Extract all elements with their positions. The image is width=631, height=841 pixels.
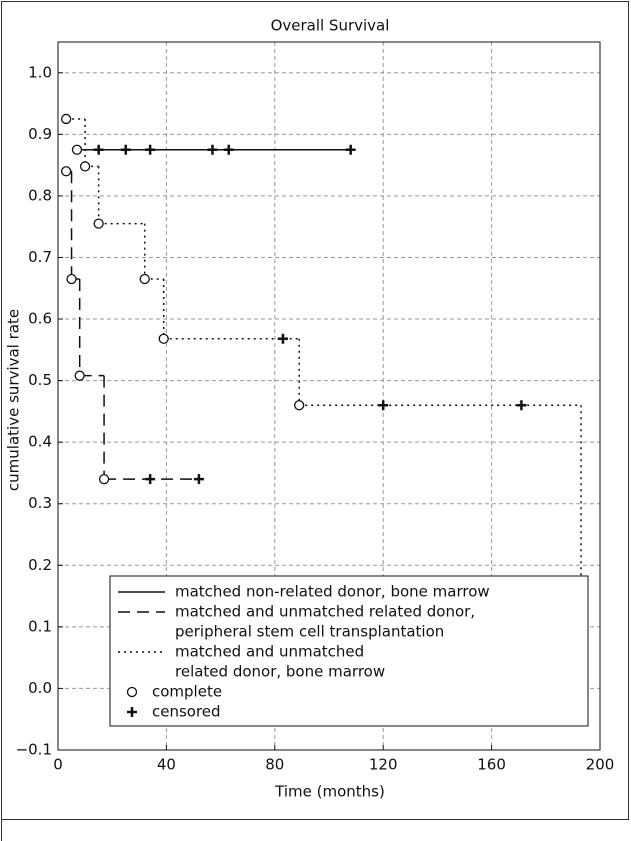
complete-marker bbox=[60, 166, 72, 177]
legend-complete-marker bbox=[126, 686, 138, 698]
complete-marker bbox=[294, 400, 305, 411]
complete-marker bbox=[93, 218, 104, 229]
legend-label: related donor, bone marrow bbox=[175, 663, 385, 681]
x-tick-label: 80 bbox=[265, 756, 284, 774]
y-tick-label: −0.1 bbox=[16, 741, 52, 759]
y-tick-label: 0.1 bbox=[28, 617, 52, 635]
y-tick-label: 0.2 bbox=[28, 556, 52, 574]
legend-label: censored bbox=[152, 703, 221, 721]
y-tick-label: 0.4 bbox=[28, 433, 52, 451]
x-tick-label: 40 bbox=[157, 756, 176, 774]
x-tick-label: 160 bbox=[477, 756, 506, 774]
complete-marker bbox=[60, 113, 72, 125]
legend-label: matched and unmatched bbox=[175, 643, 364, 661]
y-tick-label: 0.9 bbox=[28, 125, 52, 143]
legend-label: matched and unmatched related donor, bbox=[175, 603, 475, 621]
y-tick-label: 0.7 bbox=[28, 248, 52, 266]
complete-marker bbox=[158, 333, 169, 344]
x-tick-label: 0 bbox=[53, 756, 63, 774]
frame bbox=[1, 1, 629, 820]
y-tick-label: 0.0 bbox=[28, 679, 52, 697]
chart-title: Overall Survival bbox=[271, 17, 390, 35]
y-tick-label: 0.5 bbox=[28, 371, 52, 389]
y-tick-label: 0.8 bbox=[28, 186, 52, 204]
y-tick-label: 0.3 bbox=[28, 494, 52, 512]
legend-label: peripheral stem cell transplantation bbox=[175, 623, 444, 641]
legend-label: complete bbox=[152, 683, 222, 701]
complete-marker bbox=[71, 144, 83, 155]
complete-marker bbox=[139, 273, 150, 285]
legend-label: matched non-related donor, bone marrow bbox=[175, 583, 490, 601]
plot-area bbox=[57, 41, 601, 751]
y-tick-label: 1.0 bbox=[28, 63, 52, 81]
y-axis-label: cumulative survival rate bbox=[5, 309, 23, 491]
legend-box bbox=[109, 575, 589, 727]
y-tick-label: 0.6 bbox=[28, 310, 52, 328]
complete-marker bbox=[74, 370, 85, 381]
complete-marker bbox=[66, 273, 77, 285]
x-tick-label: 200 bbox=[586, 756, 615, 774]
x-axis-label: Time (months) bbox=[274, 783, 385, 801]
complete-marker bbox=[79, 161, 91, 172]
x-tick-label: 120 bbox=[369, 756, 398, 774]
complete-marker bbox=[98, 473, 110, 485]
